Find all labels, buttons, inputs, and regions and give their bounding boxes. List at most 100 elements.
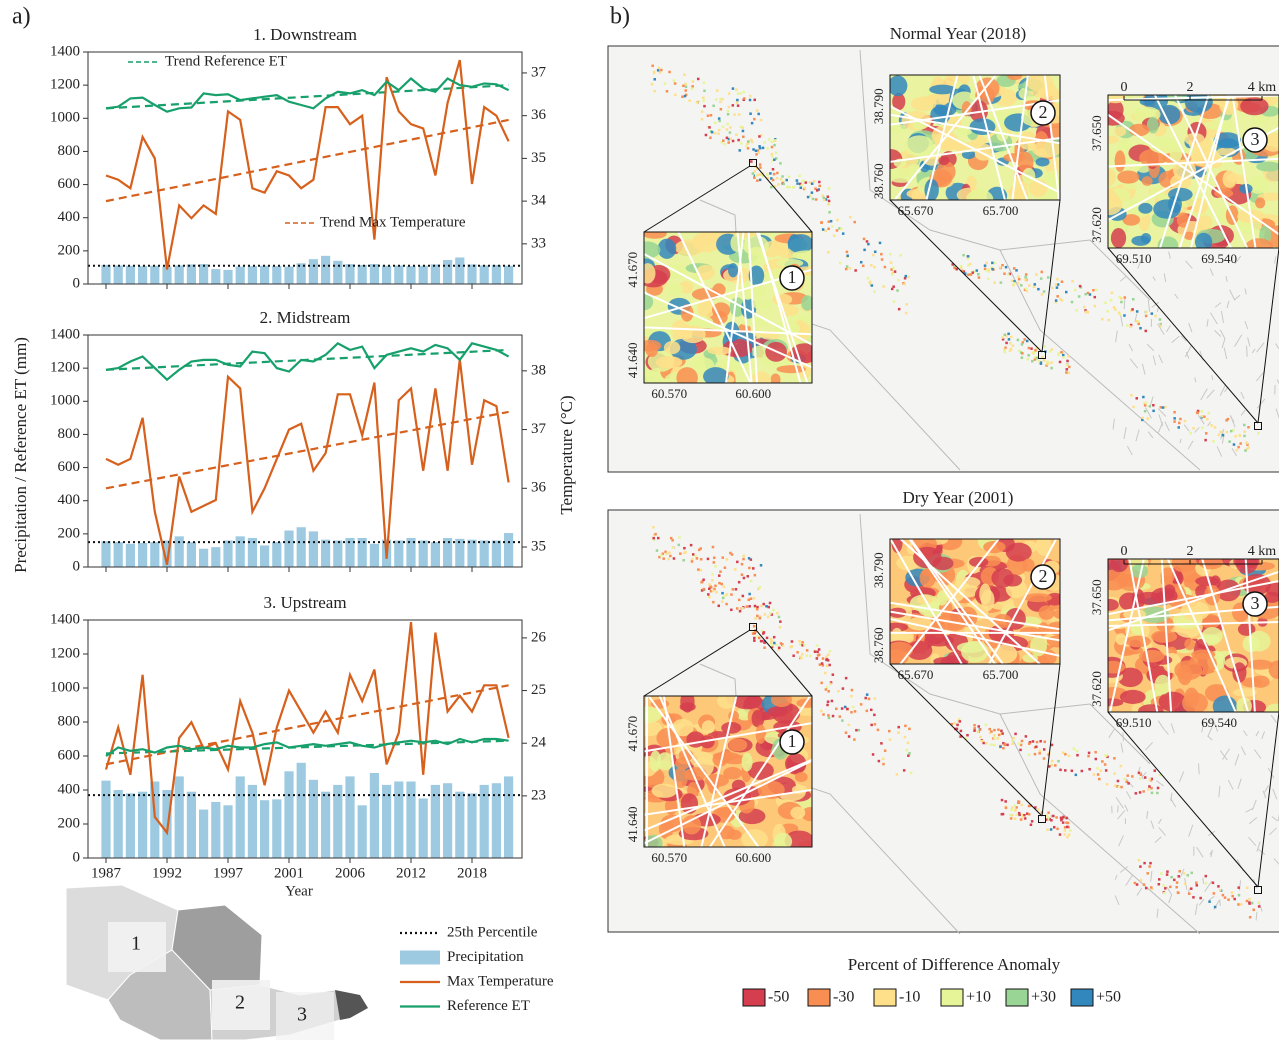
cropland xyxy=(813,180,816,183)
cropland xyxy=(1028,347,1031,350)
cropland xyxy=(1056,286,1059,289)
cropland xyxy=(768,138,771,141)
cropland xyxy=(1158,878,1161,881)
cropland xyxy=(1228,440,1231,443)
cropland xyxy=(735,588,738,591)
cropland xyxy=(1087,292,1090,295)
cropland xyxy=(803,644,806,647)
cropland xyxy=(752,172,755,175)
field-patch xyxy=(1129,124,1150,136)
cropland xyxy=(792,654,795,657)
bar xyxy=(236,536,245,567)
cropland xyxy=(713,561,716,564)
bar xyxy=(492,540,501,567)
cropland xyxy=(1074,289,1077,292)
bar xyxy=(260,800,269,858)
cropland xyxy=(721,592,724,595)
cropland xyxy=(1131,308,1134,311)
cropland xyxy=(739,92,742,95)
cropland xyxy=(796,651,799,654)
field-patch xyxy=(664,341,680,354)
cropland xyxy=(711,579,714,582)
cropland xyxy=(1051,348,1054,351)
cropland xyxy=(733,113,736,116)
cropland xyxy=(1061,281,1064,284)
field-patch xyxy=(888,75,907,96)
cropland xyxy=(993,737,996,740)
cropland xyxy=(714,122,717,125)
bar xyxy=(333,261,342,284)
cropland xyxy=(802,180,805,183)
cropland xyxy=(682,85,685,88)
cropland xyxy=(767,616,770,619)
cropland xyxy=(1024,276,1027,279)
cropland xyxy=(1076,750,1079,753)
cropland xyxy=(696,557,699,560)
cropland xyxy=(1017,282,1020,285)
cropland xyxy=(1139,791,1142,794)
cropland xyxy=(871,284,874,287)
cropland xyxy=(743,555,746,558)
cropland xyxy=(754,605,757,608)
cropland xyxy=(1050,361,1053,364)
cropland xyxy=(781,175,784,178)
bar xyxy=(345,776,354,858)
cropland xyxy=(1147,417,1150,420)
lat-label: 38.790 xyxy=(871,88,886,124)
cropland xyxy=(997,728,1000,731)
cropland xyxy=(1071,301,1074,304)
bar xyxy=(138,266,147,284)
bar xyxy=(175,536,184,567)
cropland xyxy=(1120,765,1123,768)
cropland xyxy=(730,609,733,612)
cropland xyxy=(1129,325,1132,328)
legend-label: Reference ET xyxy=(447,998,530,1014)
field-patch xyxy=(790,807,805,819)
cropland xyxy=(824,672,827,675)
cropland xyxy=(1014,809,1017,812)
field-patch xyxy=(650,750,662,771)
cropland xyxy=(1166,873,1169,876)
region-label: 1 xyxy=(131,933,141,955)
cropland xyxy=(1130,394,1133,397)
cropland xyxy=(962,254,965,256)
cropland xyxy=(1062,821,1065,824)
cropland xyxy=(827,251,830,254)
cropland xyxy=(759,617,762,620)
y2-tick-label: 25 xyxy=(531,682,546,698)
field-patch xyxy=(1044,171,1061,186)
cropland xyxy=(1025,273,1028,276)
cropland xyxy=(1025,735,1028,738)
bar xyxy=(114,790,123,858)
cropland xyxy=(880,742,883,745)
cropland xyxy=(769,602,772,605)
cropland xyxy=(692,553,695,556)
cropland xyxy=(1249,916,1252,919)
cropland xyxy=(1010,808,1013,811)
cropland xyxy=(760,119,763,122)
bar xyxy=(443,260,452,284)
cropland xyxy=(966,734,969,737)
lon-label: 65.670 xyxy=(898,667,934,682)
cropland xyxy=(1195,882,1198,885)
cropland xyxy=(1237,446,1240,449)
cropland xyxy=(860,703,863,706)
cropland xyxy=(1019,749,1022,752)
x-tick-label: 1987 xyxy=(91,865,122,881)
cropland xyxy=(734,568,737,571)
cropland xyxy=(1010,336,1013,339)
cropland xyxy=(1149,778,1152,781)
cropland xyxy=(852,706,855,709)
y2-tick-label: 24 xyxy=(531,735,547,751)
cropland xyxy=(1233,443,1236,446)
cropland xyxy=(1011,742,1014,745)
cropland xyxy=(1024,279,1027,282)
y-tick-label: 1000 xyxy=(50,110,80,126)
cropland xyxy=(907,742,910,745)
cropland xyxy=(874,251,877,254)
cropland xyxy=(720,108,723,111)
cropland xyxy=(736,561,739,564)
cropland xyxy=(807,196,810,199)
cropland xyxy=(1210,424,1213,427)
cropland xyxy=(707,593,710,596)
